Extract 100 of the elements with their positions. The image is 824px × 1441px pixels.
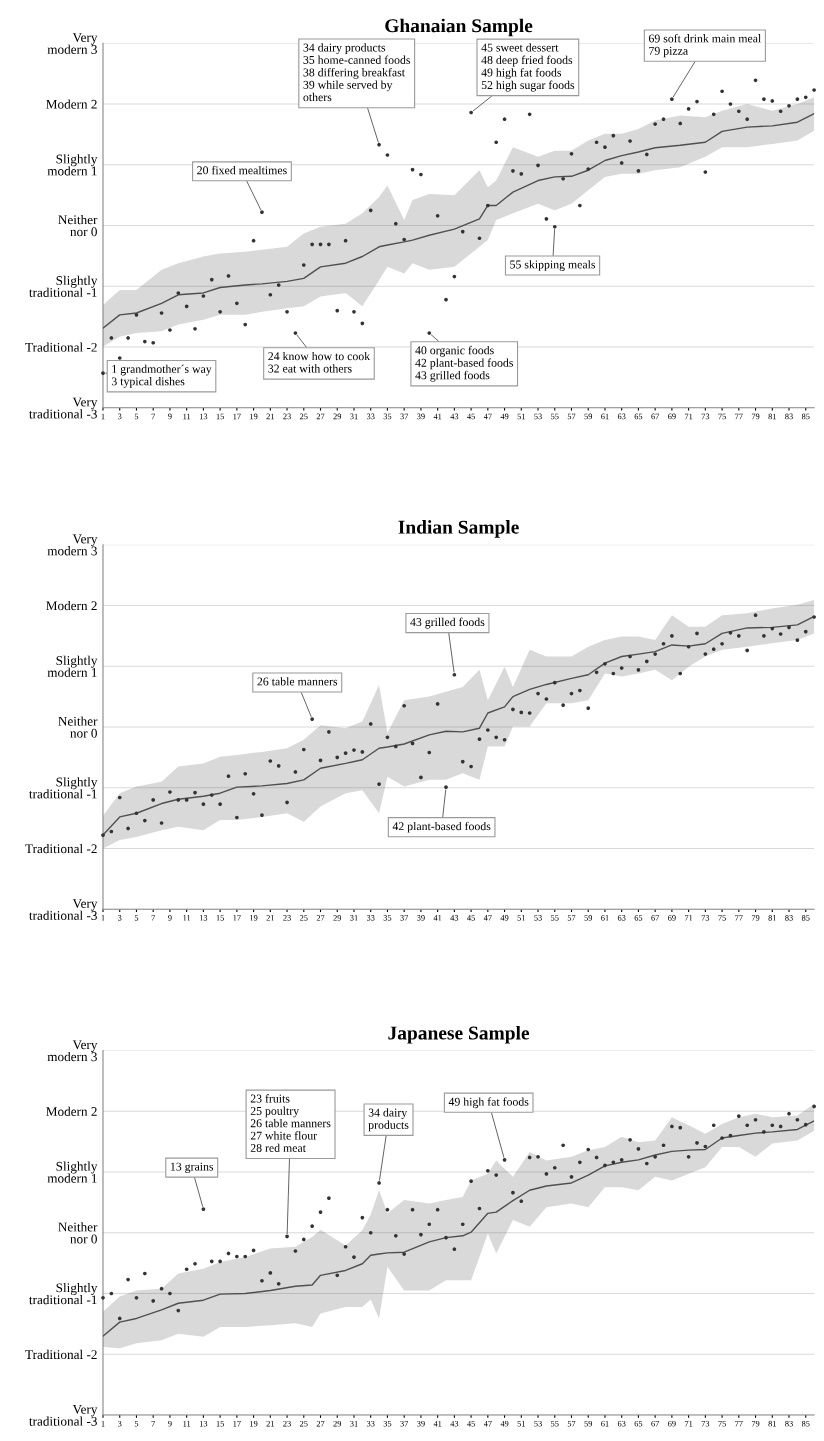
x-tick-label: 65 — [634, 1420, 643, 1427]
x-tick-label: 15 — [216, 413, 224, 420]
x-tick-label: 47 — [483, 915, 492, 921]
y-tick-label: Neither nor 0 — [58, 716, 98, 738]
x-tick-label: 19 — [250, 413, 258, 420]
x-tick-label: 7 — [151, 413, 156, 420]
annotation: 1 grandmother´s way 3 typical dishes — [111, 364, 212, 388]
x-tick-label: 69 — [668, 1420, 676, 1427]
x-tick-label: 83 — [785, 1420, 793, 1427]
y-tick-label: Very modern 3 — [47, 534, 98, 556]
x-tick-label: 65 — [634, 915, 643, 921]
y-tick-label: Slightly modern 1 — [47, 154, 98, 176]
x-tick-label: 9 — [168, 413, 172, 420]
x-tick-label: 63 — [617, 915, 626, 921]
x-tick-label: 59 — [584, 413, 593, 420]
x-tick-label: 3 — [118, 413, 122, 420]
x-tick-label: 49 — [500, 915, 509, 921]
chart-title: Ghanaian Sample — [385, 18, 533, 37]
y-tick-label: Modern 2 — [46, 99, 97, 109]
x-tick-label: 57 — [567, 413, 576, 420]
x-tick-label: 79 — [751, 915, 760, 921]
x-tick-label: 25 — [299, 915, 308, 921]
x-tick-label: 39 — [417, 915, 425, 921]
x-tick-label: 53 — [534, 413, 542, 420]
x-tick-label: 67 — [651, 915, 660, 921]
x-tick-label: 37 — [400, 915, 409, 921]
x-tick-label: 31 — [350, 915, 358, 921]
y-tick-label: Slightly traditional -1 — [29, 275, 98, 297]
y-tick-label: Traditional -2 — [25, 1349, 97, 1360]
x-tick-label: 77 — [735, 413, 743, 420]
x-tick-label: 63 — [617, 1420, 626, 1427]
x-tick-label: 75 — [718, 1420, 726, 1427]
y-tick-label: Slightly modern 1 — [47, 1161, 98, 1183]
y-tick-label: Very modern 3 — [47, 33, 98, 54]
x-tick-label: 5 — [134, 413, 139, 420]
x-tick-label: 1 — [101, 1420, 105, 1427]
x-tick-label: 7 — [151, 915, 156, 921]
annotation: 45 sweet dessert 48 deep fried foods 49 high fat foods 52 high sugar foods — [481, 43, 575, 92]
x-tick-label: 35 — [383, 915, 392, 921]
x-tick-label: 81 — [768, 413, 776, 420]
x-tick-label: 13 — [199, 915, 208, 921]
x-tick-label: 37 — [400, 1420, 409, 1427]
y-tick-label: Neither nor 0 — [58, 214, 98, 237]
x-tick-label: 25 — [299, 1420, 308, 1427]
x-tick-label: 15 — [216, 1420, 224, 1427]
x-tick-label: 23 — [283, 1420, 291, 1427]
x-tick-label: 75 — [718, 915, 726, 921]
x-tick-label: 83 — [785, 413, 793, 420]
x-tick-label: 71 — [685, 413, 693, 420]
x-tick-label: 3 — [118, 1420, 122, 1427]
annotation: 69 soft drink main meal 79 pizza — [648, 34, 762, 58]
x-tick-label: 17 — [233, 413, 241, 420]
x-tick-label: 45 — [467, 413, 475, 420]
x-tick-label: 11 — [183, 915, 191, 921]
annotation: 40 organic foods 42 plant-based foods 43 grilled foods — [415, 345, 513, 382]
y-tick-label: Slightly traditional -1 — [29, 777, 98, 799]
annotation: 42 plant-based foods — [392, 821, 491, 833]
x-tick-label: 49 — [500, 1420, 509, 1427]
x-tick-label: 53 — [534, 915, 542, 921]
x-tick-label: 5 — [134, 915, 139, 921]
chart-title: Japanese Sample — [388, 1025, 530, 1044]
x-tick-label: 43 — [450, 915, 459, 921]
x-tick-label: 9 — [168, 1420, 172, 1427]
y-tick-label: Traditional -2 — [25, 843, 97, 854]
x-tick-label: 69 — [668, 413, 676, 420]
x-tick-label: 33 — [366, 915, 375, 921]
x-tick-label: 51 — [517, 915, 525, 921]
annotation: 34 dairy products 35 home-canned foods 38 differing breakfast 39 while served by others — [303, 43, 411, 102]
x-tick-label: 53 — [534, 1420, 542, 1427]
x-tick-label: 77 — [735, 1420, 743, 1427]
x-tick-label: 63 — [617, 413, 626, 420]
x-tick-label: 11 — [183, 413, 191, 420]
annotation: 34 dairy products — [368, 1108, 409, 1132]
x-tick-label: 81 — [768, 1420, 776, 1427]
x-tick-label: 17 — [233, 915, 241, 921]
y-tick-label: Slightly modern 1 — [47, 655, 98, 677]
annotation: 43 grilled foods — [410, 617, 485, 629]
x-tick-label: 35 — [383, 1420, 392, 1427]
x-tick-label: 17 — [233, 1420, 241, 1427]
x-tick-label: 1 — [101, 915, 105, 921]
x-tick-label: 7 — [151, 1420, 156, 1427]
x-tick-label: 41 — [433, 413, 442, 420]
x-tick-label: 45 — [467, 915, 475, 921]
x-tick-label: 51 — [517, 413, 525, 420]
x-tick-label: 71 — [685, 1420, 693, 1427]
x-tick-label: 67 — [651, 1420, 660, 1427]
x-tick-label: 27 — [316, 413, 325, 420]
x-tick-label: 67 — [651, 413, 660, 420]
x-tick-label: 9 — [168, 915, 172, 921]
x-tick-label: 23 — [283, 915, 291, 921]
x-tick-label: 57 — [567, 915, 576, 921]
x-tick-label: 29 — [333, 413, 342, 420]
x-tick-label: 55 — [551, 413, 559, 420]
x-tick-label: 39 — [417, 413, 425, 420]
x-tick-label: 33 — [366, 413, 375, 420]
x-tick-label: 43 — [450, 1420, 459, 1427]
x-tick-label: 83 — [785, 915, 793, 921]
y-tick-label: Very traditional -3 — [29, 397, 98, 419]
x-tick-label: 13 — [199, 413, 208, 420]
x-tick-label: 73 — [701, 413, 710, 420]
